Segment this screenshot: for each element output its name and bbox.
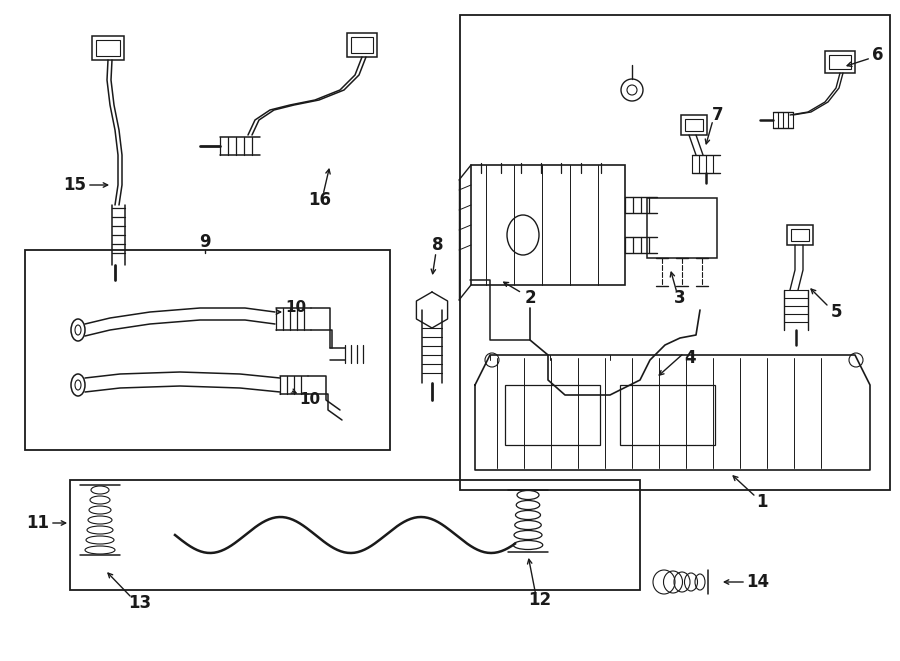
Text: 13: 13 [129, 594, 151, 612]
Text: 9: 9 [199, 233, 211, 251]
Bar [825, 51, 855, 73]
Bar [460, 15, 890, 490]
Bar [829, 55, 851, 69]
Bar [620, 385, 715, 445]
Text: 14: 14 [746, 573, 769, 591]
Text: 10: 10 [285, 299, 307, 315]
Bar [92, 36, 124, 60]
Text: 10: 10 [300, 393, 320, 407]
Bar [647, 198, 717, 258]
Bar [96, 40, 120, 56]
Text: 7: 7 [712, 106, 724, 124]
Text: 12: 12 [528, 591, 552, 609]
Bar [25, 250, 390, 450]
Text: 16: 16 [309, 191, 331, 209]
Bar [787, 225, 813, 245]
Bar [505, 385, 600, 445]
Text: 11: 11 [26, 514, 50, 532]
Text: 6: 6 [872, 46, 884, 64]
Bar [791, 229, 809, 241]
Ellipse shape [71, 319, 85, 341]
Bar [681, 115, 707, 135]
Bar [351, 37, 373, 53]
Bar [347, 33, 377, 57]
Bar [70, 480, 640, 590]
Text: 1: 1 [756, 493, 768, 511]
Text: 2: 2 [524, 289, 536, 307]
Ellipse shape [71, 374, 85, 396]
Circle shape [621, 79, 643, 101]
Text: 5: 5 [830, 303, 842, 321]
Text: 4: 4 [684, 349, 696, 367]
Bar [685, 119, 703, 131]
Text: 3: 3 [674, 289, 686, 307]
Text: 8: 8 [432, 236, 444, 254]
Text: 15: 15 [64, 176, 86, 194]
Bar [471, 165, 625, 285]
